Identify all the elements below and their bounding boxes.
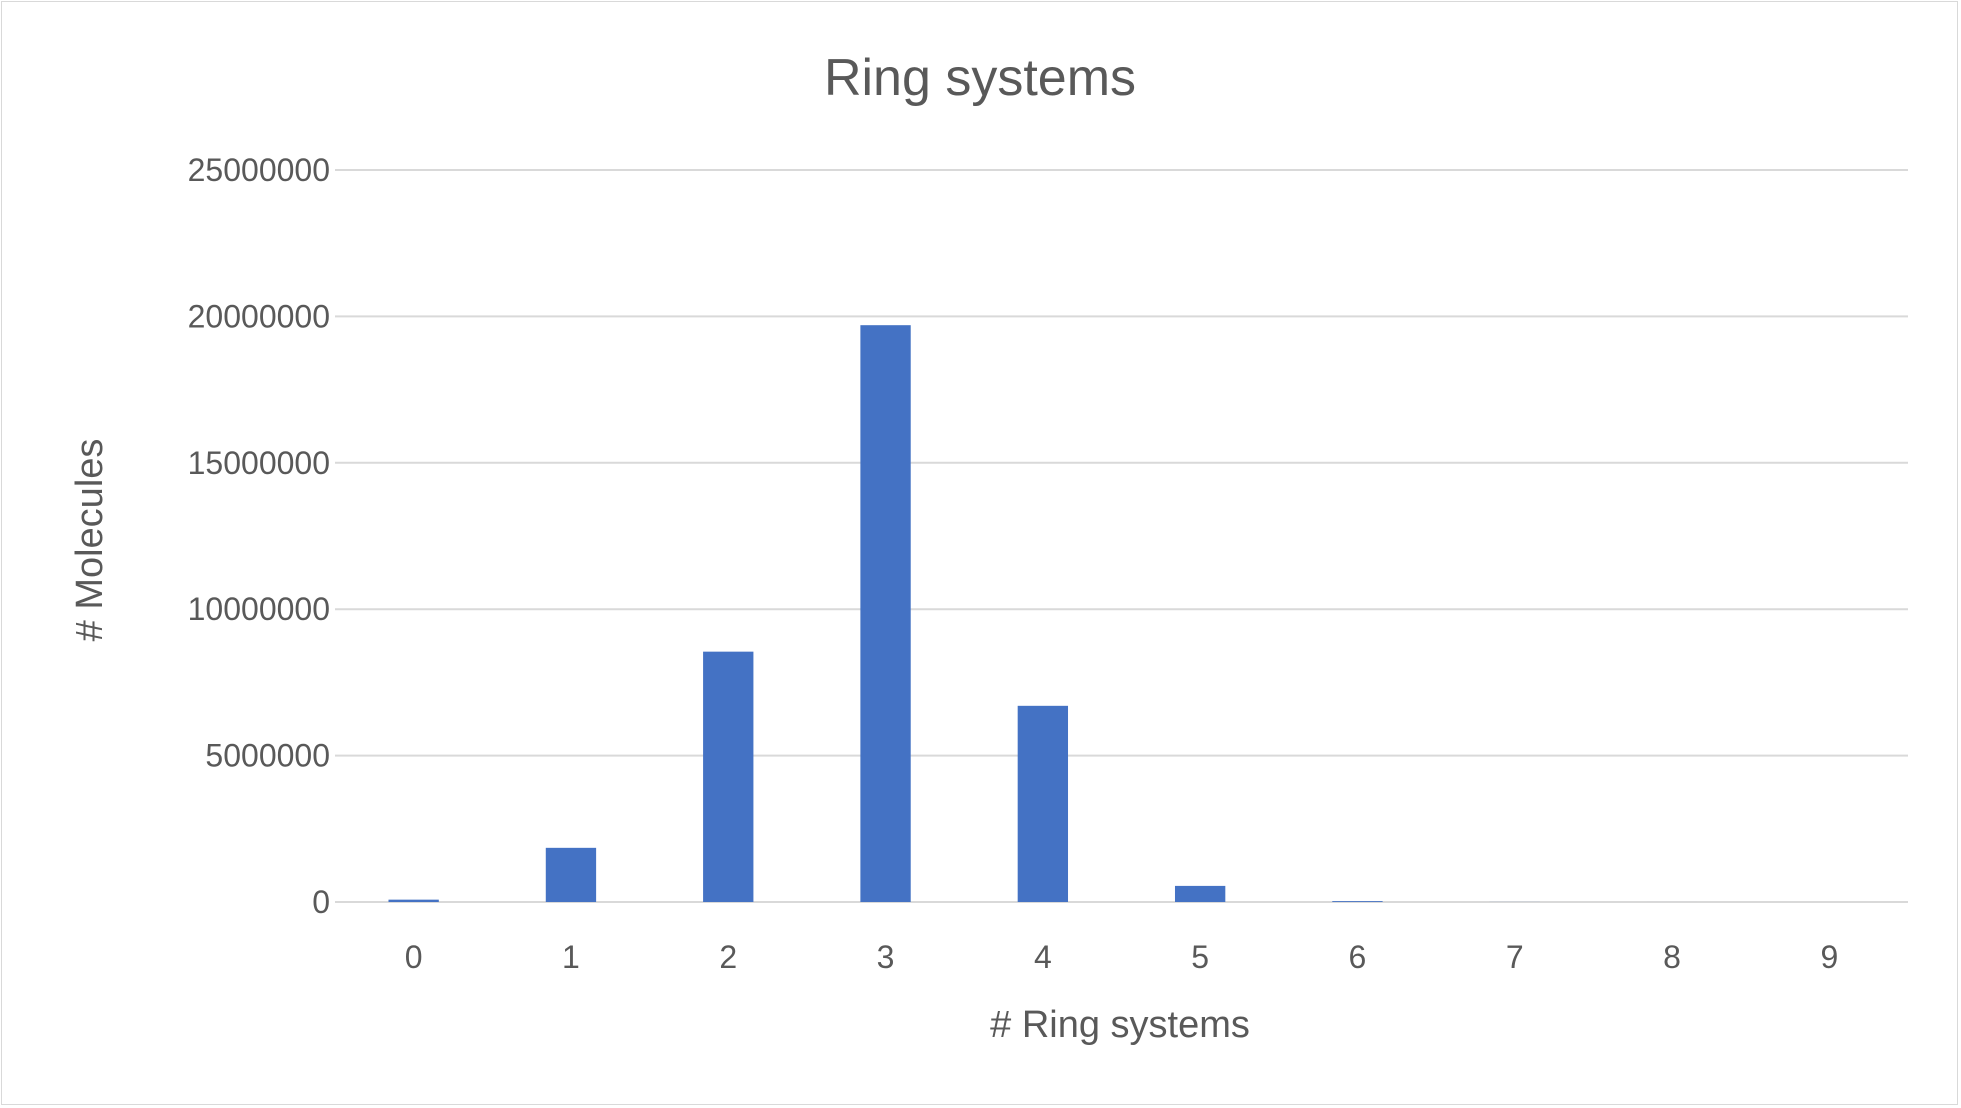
y-tick-label: 20000000: [188, 298, 330, 334]
y-tick-label: 25000000: [188, 152, 330, 188]
x-tick-label: 7: [1506, 939, 1524, 975]
bar-5: [1174, 885, 1226, 902]
bar-2: [703, 651, 754, 902]
bar-0: [388, 899, 439, 902]
x-tick-label: 1: [562, 939, 580, 975]
y-axis-ticks: 0 5000000 10000000 15000000 20000000 25000000: [188, 152, 330, 920]
y-tick-label: 5000000: [205, 738, 330, 774]
x-tick-label: 9: [1820, 939, 1838, 975]
bar-4: [1017, 705, 1069, 902]
bar-1: [545, 847, 597, 902]
y-tick-label: 15000000: [188, 445, 330, 481]
y-tick-label: 10000000: [188, 591, 330, 627]
y-axis-title: # Molecules: [69, 439, 111, 642]
bar-3: [860, 325, 911, 903]
bar-6: [1332, 901, 1383, 902]
x-axis-ticks: 0 1 2 3 4 5 6 7 8 9: [405, 939, 1838, 975]
x-tick-label: 2: [719, 939, 737, 975]
x-tick-label: 0: [405, 939, 423, 975]
bars: [388, 325, 1855, 903]
x-axis-title: # Ring systems: [990, 1004, 1250, 1046]
gridlines: [335, 169, 1908, 903]
x-tick-label: 3: [877, 939, 895, 975]
x-tick-label: 6: [1349, 939, 1367, 975]
x-tick-label: 4: [1034, 939, 1052, 975]
chart-title: Ring systems: [824, 49, 1136, 107]
x-tick-label: 5: [1191, 939, 1209, 975]
x-tick-label: 8: [1663, 939, 1681, 975]
y-tick-label: 0: [312, 884, 330, 920]
